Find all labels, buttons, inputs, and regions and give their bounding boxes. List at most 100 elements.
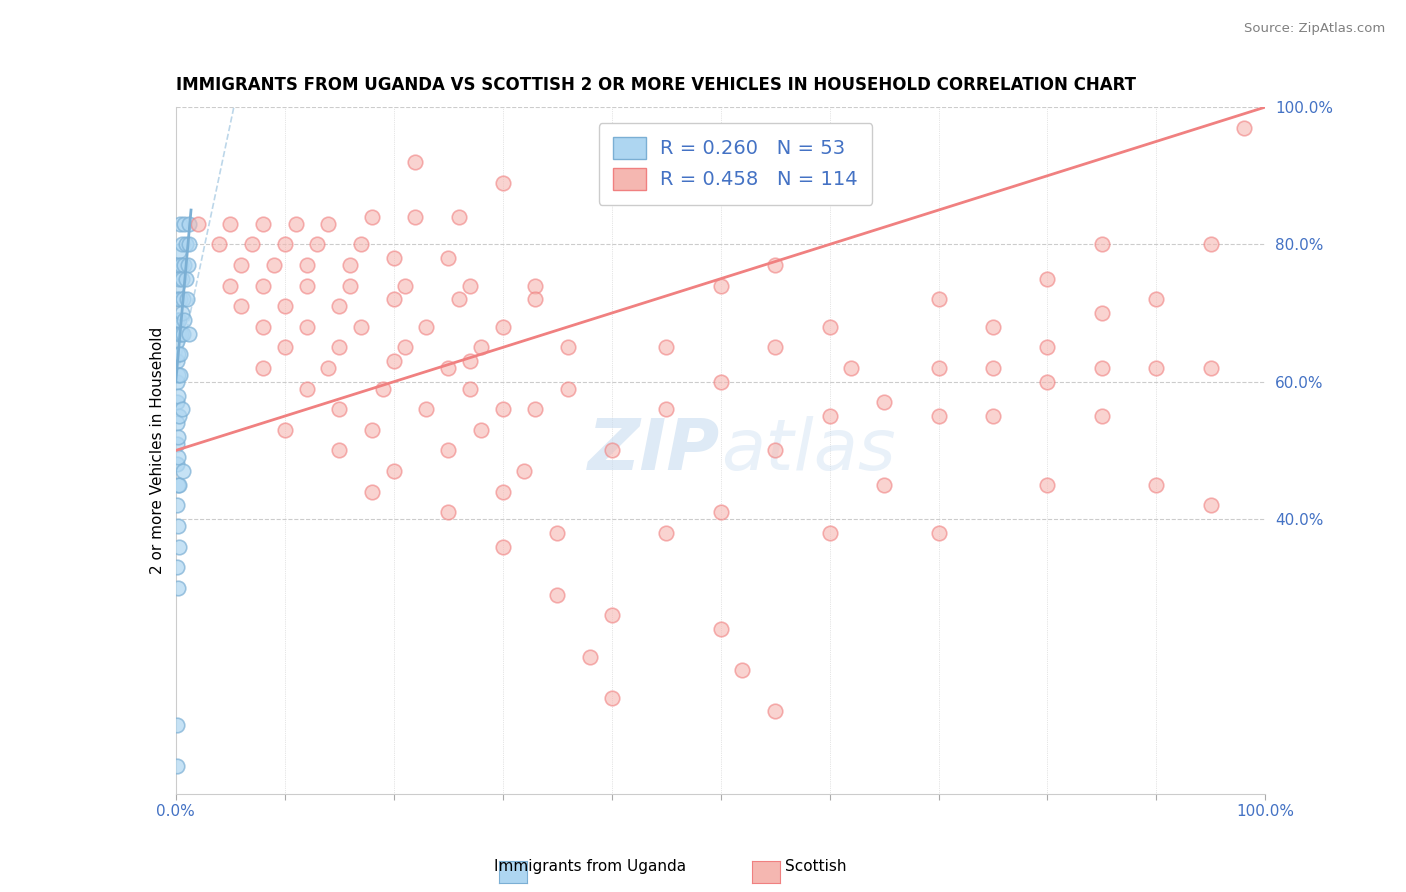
Point: [710, 375, 733, 389]
Point: [360, 484, 382, 499]
Point: [339, 278, 361, 293]
Point: [166, 457, 188, 471]
Point: [172, 402, 194, 417]
Point: [710, 278, 733, 293]
Point: [928, 409, 950, 423]
Point: [263, 258, 285, 272]
Point: [177, 326, 200, 341]
Point: [167, 478, 190, 492]
Point: [360, 423, 382, 437]
Point: [360, 210, 382, 224]
Point: [295, 258, 318, 272]
Point: [169, 293, 191, 307]
Point: [328, 299, 350, 313]
Point: [621, 148, 644, 162]
Point: [524, 402, 547, 417]
Point: [1091, 306, 1114, 320]
Point: [167, 347, 190, 361]
Point: [1091, 237, 1114, 252]
Point: [167, 368, 190, 382]
Point: [172, 464, 194, 478]
Point: [763, 443, 786, 458]
Point: [169, 347, 191, 361]
Point: [166, 499, 188, 513]
Point: [873, 478, 896, 492]
Point: [172, 293, 194, 307]
Point: [176, 293, 198, 307]
Point: [382, 251, 405, 265]
Legend: R = 0.260   N = 53, R = 0.458   N = 114: R = 0.260 N = 53, R = 0.458 N = 114: [599, 123, 872, 205]
Point: [274, 237, 297, 252]
Point: [284, 217, 307, 231]
Point: [818, 319, 841, 334]
Point: [169, 368, 191, 382]
Point: [167, 313, 190, 327]
Text: Scottish: Scottish: [785, 859, 846, 874]
Point: [492, 540, 515, 554]
Point: [177, 258, 200, 272]
Point: [655, 402, 678, 417]
Text: Immigrants from Uganda: Immigrants from Uganda: [495, 859, 686, 874]
Point: [274, 340, 297, 354]
Point: [252, 361, 274, 376]
Point: [1036, 271, 1059, 285]
Point: [873, 395, 896, 409]
Point: [172, 271, 194, 285]
Point: [415, 319, 437, 334]
Point: [763, 705, 786, 719]
Point: [318, 361, 340, 376]
Point: [981, 361, 1004, 376]
Point: [492, 402, 515, 417]
Point: [841, 361, 863, 376]
Point: [557, 382, 579, 396]
Point: [274, 299, 297, 313]
Point: [447, 293, 470, 307]
Point: [177, 217, 200, 231]
Point: [371, 382, 394, 396]
Point: [166, 395, 188, 409]
Point: [928, 293, 950, 307]
Point: [219, 217, 242, 231]
Point: [186, 217, 209, 231]
Point: [318, 217, 340, 231]
Point: [328, 402, 350, 417]
Point: [546, 525, 568, 540]
Point: [557, 340, 579, 354]
Point: [928, 525, 950, 540]
Point: [295, 278, 318, 293]
Point: [1091, 361, 1114, 376]
Point: [818, 525, 841, 540]
Point: [295, 382, 318, 396]
Point: [167, 388, 190, 402]
Point: [524, 293, 547, 307]
Point: [1036, 340, 1059, 354]
Point: [219, 278, 242, 293]
Point: [252, 319, 274, 334]
Point: [437, 443, 460, 458]
Point: [382, 354, 405, 368]
Text: atlas: atlas: [721, 416, 896, 485]
Point: [1144, 361, 1167, 376]
Point: [166, 278, 188, 293]
Point: [1091, 409, 1114, 423]
Point: [492, 484, 515, 499]
Point: [328, 443, 350, 458]
Point: [1036, 375, 1059, 389]
Point: [167, 519, 190, 533]
Point: [492, 176, 515, 190]
Point: [240, 237, 263, 252]
Point: [763, 340, 786, 354]
Point: [1199, 499, 1222, 513]
Point: [579, 649, 602, 664]
Point: [339, 258, 361, 272]
Point: [350, 237, 373, 252]
Point: [600, 443, 623, 458]
Point: [166, 293, 188, 307]
Point: [166, 759, 188, 773]
Point: [167, 258, 190, 272]
Point: [166, 560, 188, 574]
Point: [174, 237, 197, 252]
Point: [447, 210, 470, 224]
Point: [415, 402, 437, 417]
Point: [328, 340, 350, 354]
